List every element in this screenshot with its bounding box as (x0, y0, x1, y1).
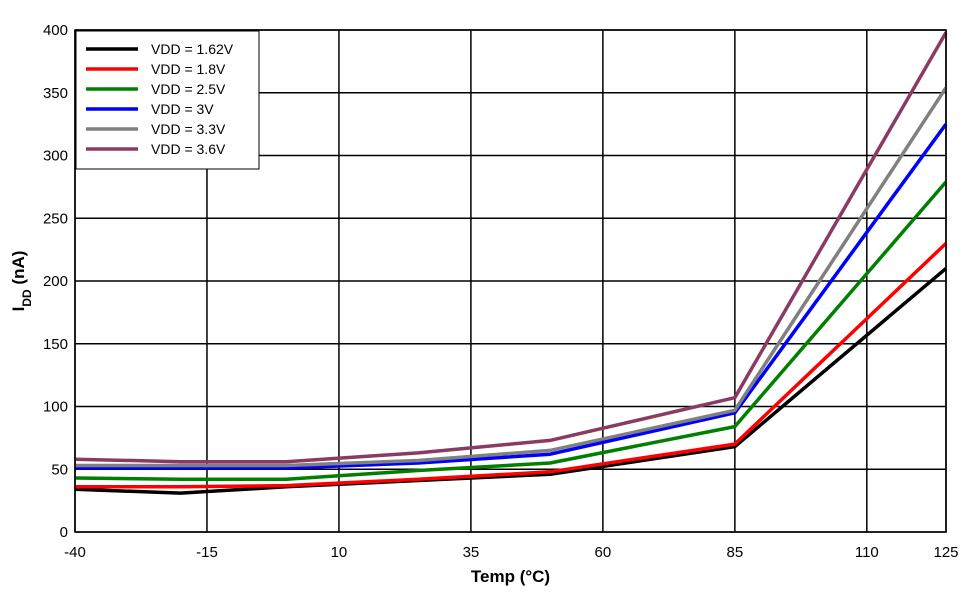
x-tick-label: -40 (64, 544, 86, 561)
x-tick-label: 110 (855, 544, 879, 561)
plot-frame (74, 29, 947, 533)
legend-box (75, 30, 260, 170)
tick-labels: -40 -15 10 35 60 85 110 125 0 50 100 150 200 250 300 35… (43, 22, 959, 561)
y-tick-label: 50 (51, 461, 68, 478)
series-line-5 (75, 86, 948, 468)
legend-label-3: VDD = 2.5V (151, 81, 226, 97)
series-line-6 (74, 31, 948, 464)
svg-text:IDD (nA): IDD (nA) (9, 251, 34, 312)
legend-label-5: VDD = 3.3V (151, 121, 226, 137)
y-tick-label: 200 (43, 273, 68, 290)
y-axis-title-unit: (nA) (9, 251, 28, 290)
series-line-2 (75, 242, 948, 489)
y-tick-label: 300 (43, 148, 68, 165)
y-tick-label: 250 (43, 210, 68, 227)
x-tick-label: 35 (463, 544, 480, 561)
series-line-4 (75, 123, 948, 470)
legend-label-4: VDD = 3V (151, 101, 214, 117)
x-tick-label: 60 (595, 544, 612, 561)
y-tick-label: 100 (43, 399, 68, 416)
x-tick-label: -15 (196, 544, 218, 561)
y-tick-label: 350 (43, 85, 68, 102)
y-axis-title-main: I (9, 307, 28, 312)
series-line-3 (74, 180, 948, 482)
legend-label-1: VDD = 1.62V (151, 41, 234, 57)
x-axis-title: Temp (°C) (471, 567, 550, 586)
legend-label-6: VDD = 3.6V (151, 141, 226, 157)
legend-label-2: VDD = 1.8V (151, 61, 226, 77)
y-tick-label: 150 (43, 336, 68, 353)
y-tick-label: 400 (43, 22, 68, 39)
y-axis-title-sub: DD (20, 289, 34, 307)
x-tick-label: 85 (727, 544, 744, 561)
legend: VDD = 1.62V VDD = 1.8V VDD = 2.5V VDD = 3V V… (75, 30, 260, 170)
y-tick-label: 0 (60, 524, 68, 541)
y-axis-title: IDD (nA) (9, 251, 34, 312)
series-group (74, 31, 948, 495)
x-tick-label: 125 (933, 544, 958, 561)
x-tick-label: 10 (331, 544, 348, 561)
